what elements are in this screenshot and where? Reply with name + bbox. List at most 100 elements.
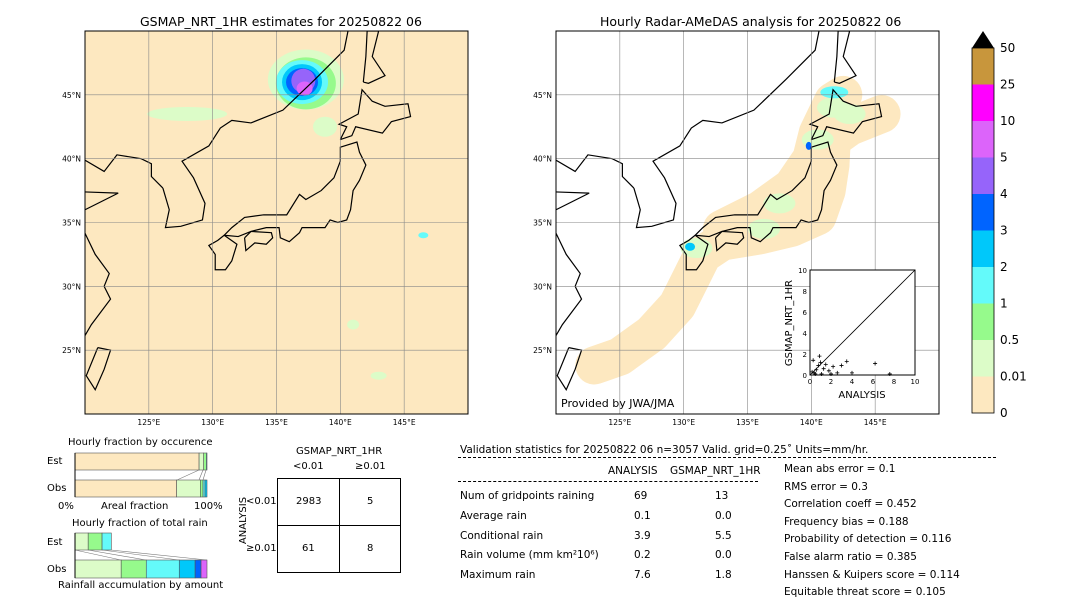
lat-tick-label: 30°N: [62, 282, 81, 291]
stats-label: Num of gridpoints raining: [460, 490, 595, 502]
score: RMS error = 0.3: [784, 480, 868, 493]
colorbar-segment: [972, 303, 994, 340]
scatter-point: [850, 370, 854, 375]
connector-lines: [176, 469, 207, 481]
colorbar-label: 0.5: [1000, 333, 1019, 347]
coastline: [714, 230, 745, 252]
stats-header: Validation statistics for 20250822 06 n=…: [460, 444, 869, 456]
right-map-frame: [555, 30, 940, 415]
stats-a: 7.6: [634, 569, 651, 581]
coastline: [207, 234, 238, 271]
colorbar-label: 1: [1000, 297, 1008, 311]
right-map-title: Hourly Radar-AMeDAS analysis for 2025082…: [600, 14, 902, 29]
stats-b: 1.8: [715, 569, 732, 581]
lat-tick-label: 40°N: [62, 155, 81, 164]
colorbar-label: 4: [1000, 187, 1008, 201]
lon-tick-label: 130°E: [672, 418, 695, 427]
stats-b: 0.0: [715, 510, 732, 522]
colorbar-segment: [972, 340, 994, 377]
rain-area: [418, 232, 429, 239]
colorbar-label: 0: [1000, 406, 1008, 420]
scatter-y-tick: 8: [803, 288, 807, 296]
occurrence-bar-obs: [204, 479, 208, 498]
scatter-y-tick: 6: [803, 309, 808, 317]
colorbar-segment: [972, 376, 994, 413]
left-map-content: [85, 31, 468, 414]
colorbar-label: 3: [1000, 224, 1008, 238]
scatter-y-tick: 4: [803, 330, 808, 338]
scatter-point: [831, 364, 836, 369]
lon-tick-label: 140°E: [329, 418, 352, 427]
lat-tick-label: 35°N: [62, 219, 81, 228]
scatter-point: [816, 363, 821, 368]
scatter-ylabel: GSMAP_NRT_1HR: [784, 280, 795, 366]
scatter-point: [887, 371, 892, 376]
rain-area: [680, 238, 713, 259]
right-map-content: [556, 31, 939, 414]
occurrence-bar-est: [198, 452, 205, 471]
lat-tick-label: 35°N: [533, 219, 552, 228]
scatter-y-tick: 0: [803, 372, 807, 380]
scatter-x-tick: 8: [892, 378, 896, 386]
ct-cell: 8: [367, 543, 374, 554]
coastline: [678, 234, 709, 271]
scatter-point: [873, 361, 878, 366]
scatter-y-tick: 2: [803, 351, 807, 359]
rain-area: [147, 106, 228, 121]
left-map-title: GSMAP_NRT_1HR estimates for 20250822 06: [140, 14, 422, 29]
stats-b: 5.5: [715, 530, 732, 542]
occ-100: 100%: [194, 501, 223, 512]
stats-a: 3.9: [634, 530, 651, 542]
rain-bar-obs: [120, 559, 147, 579]
lon-tick-label: 130°E: [201, 418, 224, 427]
lat-tick-label: 45°N: [533, 91, 552, 100]
colorbar-label: 2: [1000, 260, 1008, 274]
lat-tick-label: 25°N: [62, 346, 81, 355]
scatter-point: [835, 370, 840, 375]
rain-area: [313, 116, 338, 137]
lat-tick-label: 40°N: [533, 155, 552, 164]
rain-bar-est: [74, 532, 89, 551]
lon-tick-label: 145°E: [864, 418, 887, 427]
scatter-x-tick: 6: [871, 378, 876, 386]
lat-tick-label: 30°N: [533, 282, 552, 291]
score: Correlation coeff = 0.452: [784, 498, 917, 511]
scatter-xlabel: ANALYSIS: [838, 390, 885, 401]
colorbar-label: 5: [1000, 151, 1008, 165]
scatter-point: [844, 359, 849, 364]
coastline: [85, 347, 112, 392]
coastline: [694, 141, 838, 243]
score: False alarm ratio = 0.385: [784, 551, 917, 563]
stats-a: 0.2: [634, 549, 651, 561]
scatter-point: [810, 369, 815, 374]
left-map-frame: [84, 30, 469, 415]
stats-a: 0.1: [634, 510, 651, 522]
ct-col-0: <0.01: [293, 461, 324, 472]
stats-b: 0.0: [715, 549, 732, 561]
rain-area: [805, 141, 812, 150]
score: Probability of detection = 0.116: [784, 533, 952, 546]
scatter-point: [829, 371, 833, 376]
scatter-point: [811, 358, 816, 363]
stats-label: Average rain: [460, 510, 527, 522]
occ-est-label: Est: [47, 456, 63, 467]
occurrence-bar-obs: [200, 479, 204, 498]
coastline: [337, 88, 412, 141]
coastline: [223, 141, 367, 243]
colorbar-label: 0.01: [1000, 370, 1027, 384]
ct-col-title: GSMAP_NRT_1HR: [296, 446, 383, 457]
colorbar-label: 10: [1000, 114, 1015, 128]
rain-bar-est: [101, 532, 112, 551]
colorbar-frame: [971, 47, 995, 414]
rain-area: [833, 103, 866, 124]
rain-area: [685, 242, 696, 251]
scatter-x-tick: 2: [829, 378, 833, 386]
lon-tick-label: 125°E: [608, 418, 631, 427]
lon-tick-label: 135°E: [265, 418, 288, 427]
ct-cell: 61: [302, 543, 315, 554]
rain-bar-obs: [200, 559, 208, 579]
coastline: [808, 88, 883, 141]
scatter-point: [823, 362, 828, 367]
scatter-point: [814, 367, 819, 372]
